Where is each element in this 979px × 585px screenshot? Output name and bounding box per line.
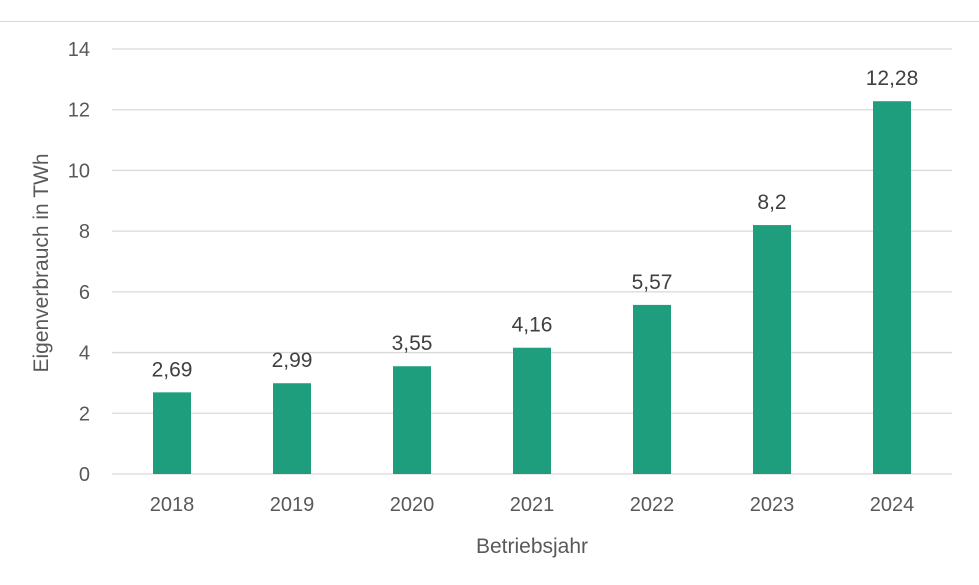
top-divider — [0, 21, 979, 22]
y-axis-ticks: 0 2 4 6 8 10 12 14 — [68, 39, 90, 486]
data-label-2024: 12,28 — [866, 67, 919, 90]
bar-2018 — [153, 392, 191, 474]
bar-2024 — [873, 101, 911, 474]
data-label-2023: 8,2 — [757, 191, 786, 214]
x-tick-label: 2021 — [510, 494, 555, 516]
y-tick-label: 4 — [79, 343, 90, 365]
x-axis-ticks: 2018 2019 2020 2021 2022 2023 2024 — [150, 494, 915, 516]
y-axis-title: Eigenverbrauch in TWh — [30, 153, 53, 372]
data-labels: 2,69 2,99 3,55 4,16 5,57 8,2 12,28 — [152, 67, 919, 381]
data-label-2022: 5,57 — [632, 271, 673, 294]
y-tick-label: 8 — [79, 221, 90, 243]
y-tick-label: 0 — [79, 464, 90, 486]
x-tick-label: 2020 — [390, 494, 435, 516]
x-tick-label: 2019 — [270, 494, 315, 516]
y-tick-label: 10 — [68, 160, 90, 182]
x-axis-title: Betriebsjahr — [476, 535, 588, 558]
x-tick-label: 2018 — [150, 494, 195, 516]
y-tick-label: 14 — [68, 39, 90, 61]
bar-2021 — [513, 347, 551, 474]
bar-2020 — [393, 366, 431, 474]
bar-2023 — [753, 225, 791, 474]
data-label-2021: 4,16 — [512, 314, 553, 337]
bars — [153, 101, 911, 474]
bar-2019 — [273, 383, 311, 474]
bar-2022 — [633, 304, 671, 474]
y-tick-label: 2 — [79, 403, 90, 425]
gridlines — [112, 48, 952, 475]
x-tick-label: 2023 — [750, 494, 795, 516]
data-label-2018: 2,69 — [152, 358, 193, 381]
y-tick-label: 12 — [68, 100, 90, 122]
y-tick-label: 6 — [79, 282, 90, 304]
data-label-2020: 3,55 — [392, 332, 433, 355]
data-label-2019: 2,99 — [272, 349, 313, 372]
x-tick-label: 2024 — [870, 494, 915, 516]
x-tick-label: 2022 — [630, 494, 675, 516]
